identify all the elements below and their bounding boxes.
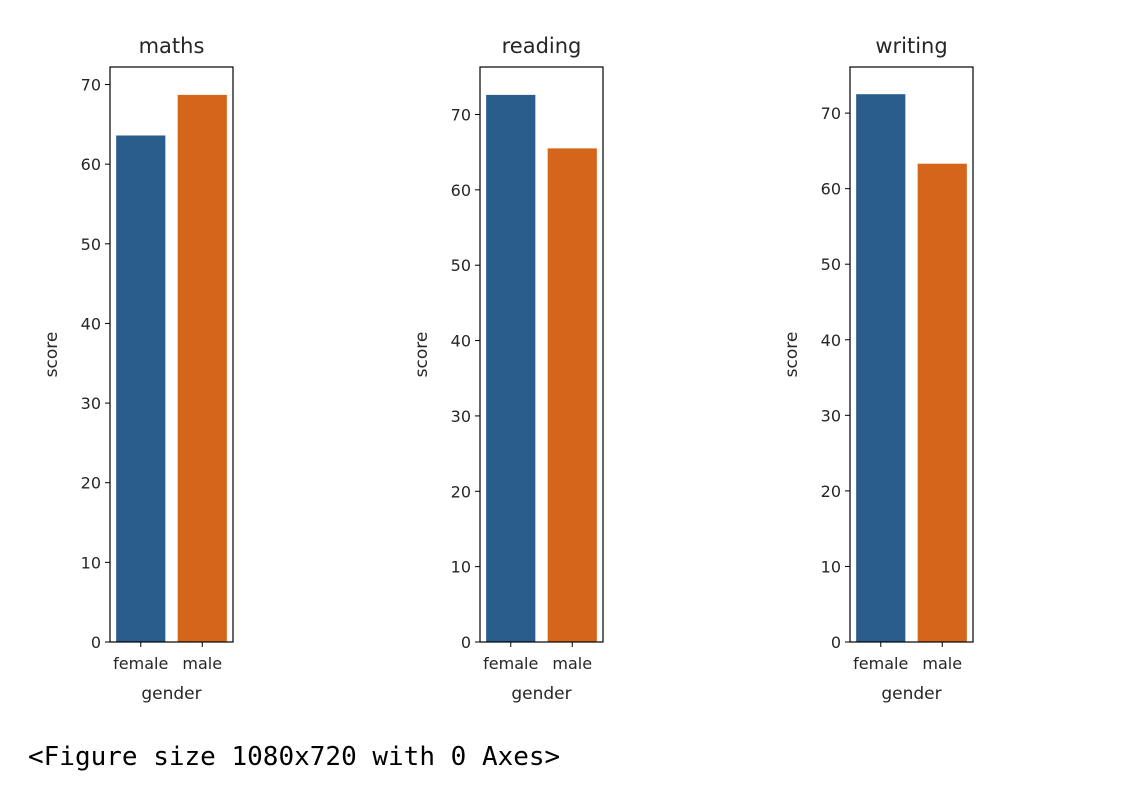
y-tick-label: 40 — [451, 332, 471, 351]
y-tick-label: 20 — [451, 482, 471, 501]
chart-title: writing — [875, 34, 947, 58]
y-tick-label: 10 — [821, 557, 841, 576]
y-tick-label: 50 — [451, 256, 471, 275]
x-tick-label: female — [483, 654, 538, 673]
bar-male — [917, 163, 967, 642]
y-axis-label: score — [782, 332, 802, 378]
y-tick-label: 60 — [451, 181, 471, 200]
x-axis-label: gender — [511, 684, 571, 704]
y-tick-label: 40 — [821, 331, 841, 350]
y-tick-label: 10 — [81, 553, 101, 572]
chart-panel-reading: 0 10 20 30 40 50 60 70 female male gender score read… — [412, 34, 604, 704]
y-tick-label: 30 — [451, 407, 471, 426]
y-tick-label: 70 — [451, 105, 471, 124]
axes-frame — [849, 66, 974, 643]
x-axis-label: gender — [141, 684, 201, 704]
x-tick-label: female — [853, 654, 908, 673]
bar-female — [116, 135, 166, 643]
y-tick-label: 20 — [81, 474, 101, 493]
y-tick-label: 30 — [81, 394, 101, 413]
chart-title: maths — [139, 34, 205, 58]
y-tick-label: 50 — [821, 255, 841, 274]
x-axis-label: gender — [881, 684, 941, 704]
bar-male — [547, 148, 597, 642]
bar-male — [177, 94, 227, 642]
y-axis-label: score — [42, 332, 62, 378]
y-tick-label: 0 — [831, 633, 841, 652]
axes-frame — [479, 66, 604, 643]
bar-female — [486, 94, 536, 642]
x-tick-label: male — [182, 654, 222, 673]
y-axis-label: score — [412, 332, 432, 378]
y-tick-label: 40 — [81, 314, 101, 333]
y-tick-label: 60 — [821, 180, 841, 199]
chart-panel-maths: 0 10 20 30 40 50 60 70 female male gender score math… — [42, 34, 234, 704]
y-tick-label: 70 — [81, 76, 101, 95]
y-tick-label: 10 — [451, 558, 471, 577]
chart-title: reading — [502, 34, 582, 58]
x-tick-label: male — [922, 654, 962, 673]
y-tick-label: 0 — [461, 633, 471, 652]
chart-panel-writing: 0 10 20 30 40 50 60 70 female male gender score writ… — [782, 34, 974, 704]
bar-female — [856, 94, 906, 642]
x-tick-label: male — [552, 654, 592, 673]
y-tick-label: 60 — [81, 155, 101, 174]
y-tick-label: 0 — [91, 633, 101, 652]
figure: 0 10 20 30 40 50 60 70 female male gender score math… — [42, 34, 974, 704]
y-tick-label: 70 — [821, 104, 841, 123]
x-tick-label: female — [113, 654, 168, 673]
figure-output-text: <Figure size 1080x720 with 0 Axes> — [28, 742, 561, 772]
y-tick-label: 30 — [821, 406, 841, 425]
y-tick-label: 20 — [821, 482, 841, 501]
y-tick-label: 50 — [81, 235, 101, 254]
axes-frame — [109, 66, 234, 643]
